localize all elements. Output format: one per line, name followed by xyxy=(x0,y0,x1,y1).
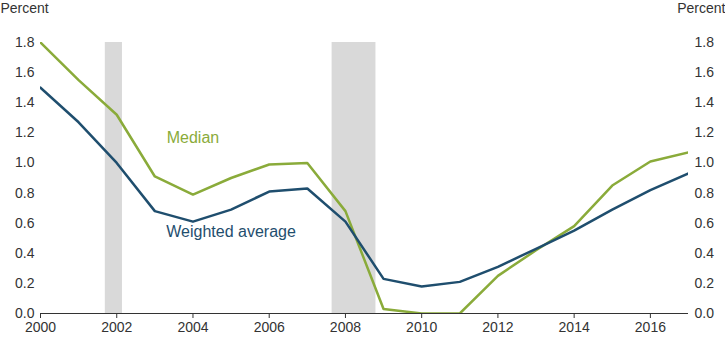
svg-text:0.4: 0.4 xyxy=(15,245,35,261)
svg-text:1.6: 1.6 xyxy=(695,64,715,80)
svg-text:1.2: 1.2 xyxy=(695,124,715,140)
svg-text:2006: 2006 xyxy=(254,319,285,335)
svg-text:0.2: 0.2 xyxy=(15,275,35,291)
svg-text:Weighted average: Weighted average xyxy=(166,223,296,240)
svg-text:1.2: 1.2 xyxy=(15,124,35,140)
svg-text:2000: 2000 xyxy=(25,319,56,335)
svg-text:0.8: 0.8 xyxy=(15,185,35,201)
svg-text:2002: 2002 xyxy=(101,319,132,335)
svg-text:0.0: 0.0 xyxy=(15,305,35,321)
svg-text:1.0: 1.0 xyxy=(15,154,35,170)
svg-text:Percent: Percent xyxy=(1,0,49,16)
svg-text:2008: 2008 xyxy=(330,319,361,335)
svg-text:2004: 2004 xyxy=(177,319,208,335)
svg-text:2010: 2010 xyxy=(406,319,437,335)
svg-text:1.8: 1.8 xyxy=(15,34,35,50)
svg-text:1.6: 1.6 xyxy=(15,64,35,80)
svg-text:1.0: 1.0 xyxy=(695,154,715,170)
svg-text:0.0: 0.0 xyxy=(695,305,715,321)
svg-text:Median: Median xyxy=(167,129,219,146)
svg-text:Percent: Percent xyxy=(677,0,725,16)
svg-text:1.8: 1.8 xyxy=(695,34,715,50)
svg-text:2012: 2012 xyxy=(482,319,513,335)
svg-text:0.6: 0.6 xyxy=(15,215,35,231)
svg-text:2014: 2014 xyxy=(559,319,590,335)
svg-text:0.8: 0.8 xyxy=(695,185,715,201)
svg-text:1.4: 1.4 xyxy=(15,94,35,110)
svg-text:1.4: 1.4 xyxy=(695,94,715,110)
svg-text:2016: 2016 xyxy=(635,319,666,335)
svg-text:0.2: 0.2 xyxy=(695,275,715,291)
svg-text:0.4: 0.4 xyxy=(695,245,715,261)
svg-text:0.6: 0.6 xyxy=(695,215,715,231)
